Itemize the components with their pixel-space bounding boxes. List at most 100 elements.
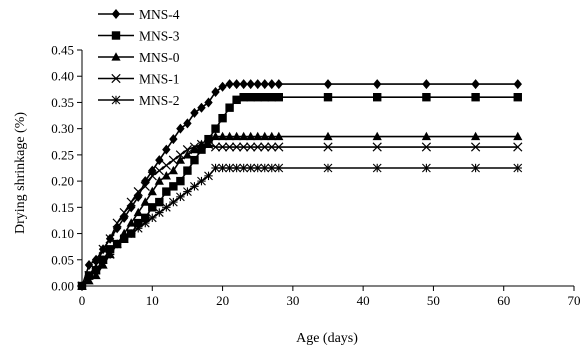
marker-triangle <box>239 131 249 141</box>
marker-asterisk <box>91 265 101 275</box>
marker-asterisk <box>225 163 234 173</box>
marker-asterisk <box>183 187 192 196</box>
marker-asterisk <box>84 271 94 280</box>
legend-item-mns-2: MNS-2 <box>98 93 180 108</box>
marker-asterisk <box>513 163 523 173</box>
marker-x-stroke <box>112 218 122 228</box>
marker-x-stroke <box>260 142 270 152</box>
marker-diamond <box>274 79 283 90</box>
marker-diamond <box>84 260 94 271</box>
marker-square <box>155 197 164 207</box>
marker-x-stroke <box>323 142 333 152</box>
marker-x <box>224 142 235 152</box>
marker-triangle <box>471 131 481 141</box>
marker-x <box>105 234 115 244</box>
marker-asterisk <box>112 239 122 249</box>
marker-diamond <box>225 79 234 90</box>
marker-asterisk <box>274 163 284 173</box>
marker-x-stroke <box>232 142 242 152</box>
marker-x-stroke <box>105 234 115 244</box>
marker-asterisk <box>105 250 115 259</box>
y-tick-label: 0.15 <box>51 200 74 215</box>
marker-diamond <box>323 79 333 90</box>
marker-x-stroke <box>203 139 214 150</box>
marker-triangle <box>189 144 200 154</box>
marker-asterisk <box>204 171 213 181</box>
marker-asterisk <box>197 176 206 186</box>
marker-square <box>225 103 234 112</box>
marker-x <box>323 142 333 152</box>
series-mns-1 <box>77 139 523 290</box>
marker-x <box>126 197 136 207</box>
marker-x <box>470 142 481 152</box>
y-tick-label: 0.25 <box>51 147 74 162</box>
marker-x <box>239 142 249 152</box>
x-tick-label: 70 <box>568 293 581 308</box>
x-tick-label: 0 <box>79 293 86 308</box>
marker-square <box>197 145 206 154</box>
marker-x-stroke <box>175 150 186 160</box>
marker-diamond <box>373 79 382 90</box>
marker-x <box>112 218 122 228</box>
marker-square <box>246 93 255 102</box>
marker-square <box>267 93 276 102</box>
marker-triangle <box>232 131 242 141</box>
marker-diamond <box>253 79 262 90</box>
marker-asterisk <box>119 234 129 244</box>
marker-x <box>203 139 214 150</box>
marker-diamond <box>111 9 121 19</box>
marker-asterisk <box>176 192 185 202</box>
marker-diamond <box>155 155 164 166</box>
y-tick-label: 0.00 <box>51 279 74 294</box>
marker-square <box>323 93 333 102</box>
marker-asterisk <box>111 95 121 105</box>
marker-diamond <box>260 79 269 90</box>
marker-x-stroke <box>513 142 523 152</box>
marker-x-stroke <box>217 142 228 152</box>
marker-triangle <box>126 218 136 227</box>
series-layer <box>77 79 523 290</box>
x-tick-label: 20 <box>216 293 229 308</box>
marker-diamond <box>162 144 171 155</box>
marker-square <box>105 245 115 254</box>
marker-x-stroke <box>111 73 121 84</box>
series-mns-3 <box>77 93 522 290</box>
marker-asterisk <box>471 163 480 173</box>
marker-square <box>232 95 241 105</box>
marker-square <box>253 93 262 102</box>
legend-label: MNS-2 <box>139 93 180 108</box>
marker-asterisk <box>168 197 178 207</box>
marker-square <box>204 134 213 144</box>
marker-x-stroke <box>126 197 136 207</box>
marker-square <box>176 176 185 186</box>
marker-asterisk <box>77 281 87 290</box>
marker-asterisk <box>154 208 164 217</box>
marker-square <box>169 182 178 191</box>
marker-diamond <box>211 86 220 97</box>
marker-square <box>274 93 283 102</box>
legend-item-mns-4: MNS-4 <box>98 7 180 22</box>
marker-x-stroke <box>161 160 171 171</box>
marker-asterisk <box>126 229 136 238</box>
x-tick-label: 60 <box>497 293 510 308</box>
marker-diamond <box>513 79 522 90</box>
marker-square <box>111 31 121 40</box>
marker-asterisk <box>253 163 263 173</box>
marker-x-stroke <box>140 181 150 191</box>
y-tick-label: 0.20 <box>51 174 74 189</box>
x-tick-label: 30 <box>286 293 299 308</box>
marker-x-stroke <box>421 142 432 152</box>
marker-x <box>154 165 164 176</box>
marker-triangle <box>111 52 121 61</box>
marker-x-stroke <box>372 142 382 152</box>
marker-x-stroke <box>168 155 178 165</box>
y-tick-label: 0.40 <box>51 69 74 84</box>
marker-diamond <box>190 107 199 118</box>
marker-square <box>373 93 382 102</box>
marker-triangle <box>246 131 256 141</box>
marker-square <box>239 93 248 102</box>
legend: MNS-4 MNS-3 MNS-0 MNS-1 MNS-2 <box>98 7 180 108</box>
marker-x-stroke <box>189 142 200 152</box>
marker-x-stroke <box>274 142 284 152</box>
marker-asterisk <box>260 163 270 173</box>
